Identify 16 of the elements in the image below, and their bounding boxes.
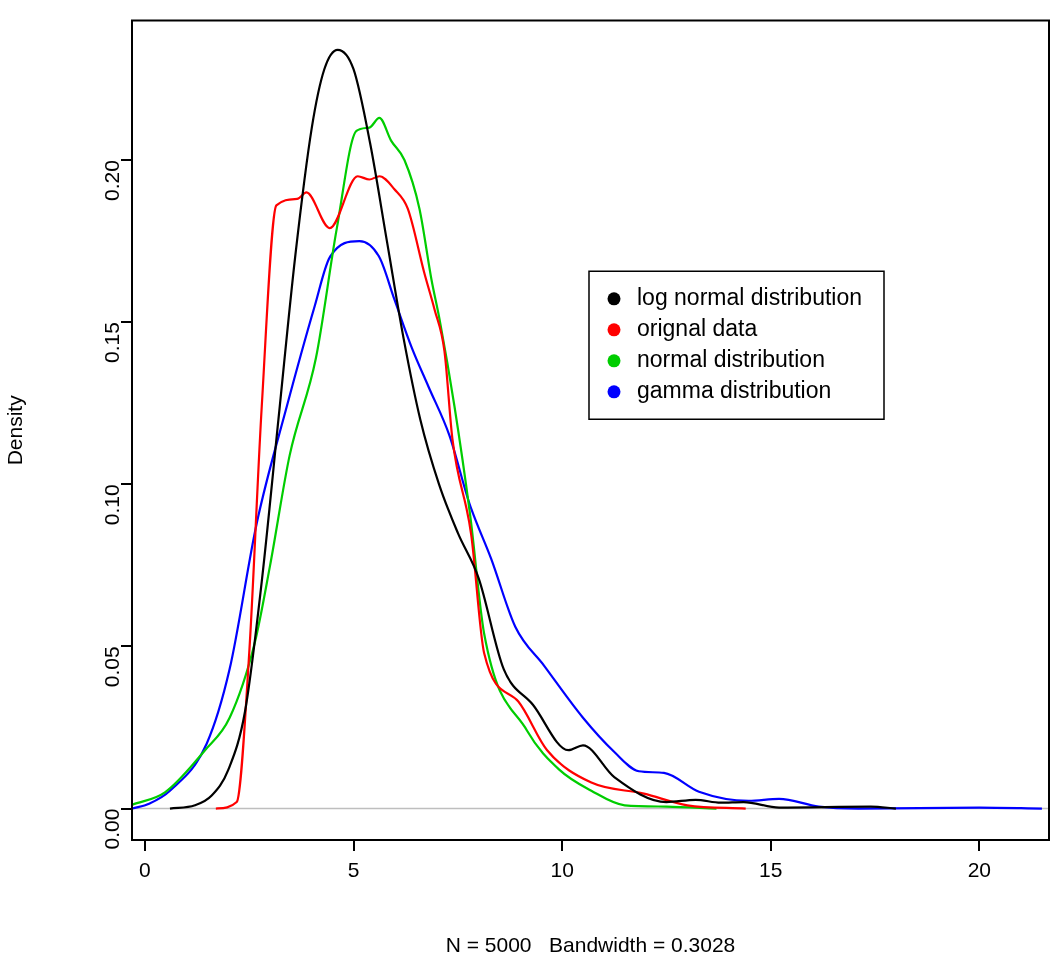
- y-tick-label: 0.20: [99, 160, 123, 201]
- x-tick-label: 0: [139, 858, 151, 882]
- legend-label: gamma distribution: [637, 377, 832, 404]
- x-tick-label: 15: [759, 858, 783, 882]
- legend-label: normal distribution: [637, 346, 825, 373]
- y-tick-label: 0.00: [99, 808, 123, 850]
- y-tick-label: 0.15: [99, 322, 123, 364]
- x-axis-title: N = 5000 Bandwidth = 0.3028: [445, 933, 736, 957]
- y-axis-title: Density: [3, 394, 27, 466]
- legend-label: log normal distribution: [637, 284, 863, 311]
- y-tick-label: 0.05: [99, 646, 123, 688]
- legend-label: orignal data: [637, 315, 758, 342]
- x-tick-label: 10: [550, 858, 574, 882]
- x-tick-label: 5: [347, 858, 360, 882]
- x-tick-label: 20: [967, 858, 992, 882]
- y-tick-label: 0.10: [99, 484, 123, 526]
